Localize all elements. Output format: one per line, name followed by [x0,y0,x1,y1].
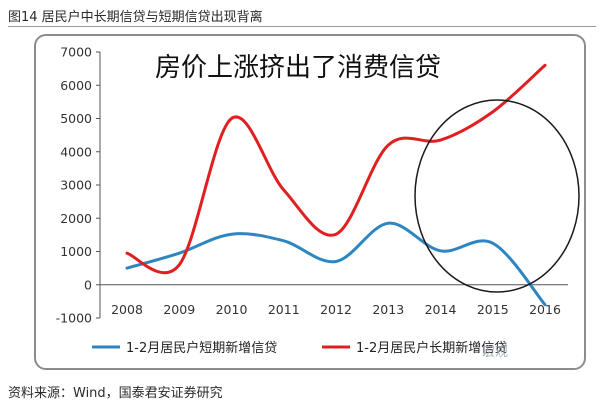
y-tick-label: 7000 [60,45,92,60]
y-tick-label: 6000 [60,78,92,93]
highlight-circle [414,99,580,293]
x-tick-label: 2014 [425,302,457,317]
source-note: 资料来源：Wind，国泰君安证券研究 [8,386,223,401]
x-tick-label: 2008 [111,302,143,317]
chart-frame [34,34,586,370]
y-tick-label: 5000 [60,111,92,126]
x-tick-label: 2010 [216,302,248,317]
figure-title: 图14 居民户中长期信贷与短期信贷出现背离 [8,10,263,25]
watermark-text: 宏观 [482,345,509,360]
legend-label-2: 1-2月居民户长期新增信贷 [356,340,507,356]
x-tick-label: 2011 [268,302,300,317]
y-tick-label: 1000 [60,244,92,259]
legend-label-1: 1-2月居民户短期新增信贷 [126,340,277,356]
x-tick-label: 2016 [529,302,561,317]
y-tick-label: 0 [84,277,92,292]
y-tick-label: 4000 [60,144,92,159]
title-divider [8,26,596,27]
x-tick-label: 2013 [372,302,404,317]
chart-annotation: 房价上涨挤出了消费信贷 [155,53,441,83]
y-tick-label: 2000 [60,211,92,226]
y-tick-label: -1000 [56,311,92,326]
x-tick-label: 2012 [320,302,352,317]
y-tick-label: 3000 [60,178,92,193]
x-tick-label: 2009 [163,302,195,317]
series-line-2 [125,63,547,275]
series-line-1 [125,221,547,307]
x-tick-label: 2015 [477,302,509,317]
